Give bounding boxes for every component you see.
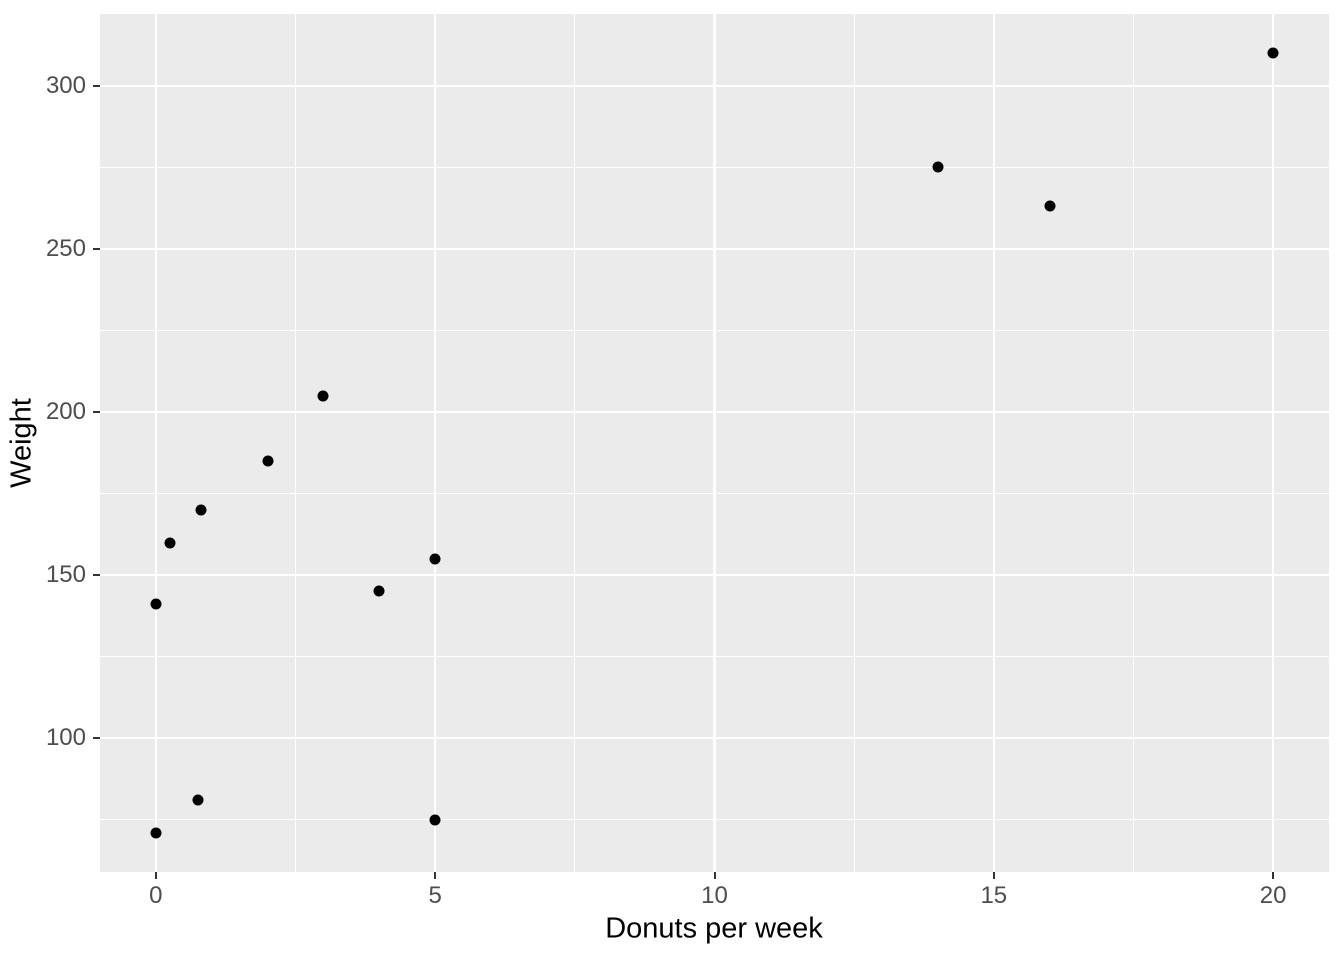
y-tick-label: 100	[45, 724, 86, 752]
major-gridline-x	[713, 14, 716, 872]
x-tick-mark	[434, 872, 437, 879]
y-axis-title: Weight	[5, 398, 38, 488]
minor-gridline-x	[574, 14, 576, 872]
data-point	[429, 814, 441, 826]
major-gridline-x	[154, 14, 158, 872]
minor-gridline-x	[1132, 14, 1135, 872]
data-point	[1267, 47, 1279, 59]
x-tick-label: 20	[1259, 882, 1287, 909]
x-tick-label: 10	[701, 882, 728, 909]
minor-gridline-x	[294, 14, 297, 872]
major-gridline-x	[433, 14, 437, 872]
data-point	[317, 390, 329, 402]
data-point	[150, 598, 162, 610]
plot-panel	[100, 14, 1329, 872]
x-tick-label: 5	[428, 882, 442, 909]
data-point	[192, 794, 204, 806]
data-point	[932, 161, 944, 173]
major-gridline-x	[992, 14, 995, 872]
y-tick-label: 200	[45, 398, 86, 425]
data-point	[429, 553, 441, 565]
major-gridline-x	[1271, 14, 1275, 872]
data-point	[373, 585, 385, 597]
data-point	[150, 827, 162, 839]
data-point	[1044, 200, 1056, 212]
data-point	[262, 455, 274, 467]
x-tick-label: 0	[149, 882, 163, 909]
y-tick-mark	[93, 737, 100, 740]
y-tick-mark	[93, 411, 100, 413]
y-tick-label: 300	[45, 71, 86, 99]
y-tick-label: 150	[45, 561, 86, 589]
x-tick-mark	[992, 872, 995, 879]
x-tick-mark	[154, 872, 157, 879]
y-tick-mark	[93, 84, 100, 87]
x-tick-mark	[1272, 872, 1275, 879]
data-point	[164, 537, 176, 548]
x-tick-mark	[713, 872, 716, 879]
y-tick-label: 250	[45, 234, 86, 262]
x-axis-title: Donuts per week	[605, 912, 823, 945]
x-tick-label: 15	[980, 882, 1008, 909]
y-tick-mark	[93, 247, 100, 250]
minor-gridline-x	[853, 14, 855, 872]
y-tick-mark	[93, 574, 100, 577]
data-point	[195, 504, 207, 516]
